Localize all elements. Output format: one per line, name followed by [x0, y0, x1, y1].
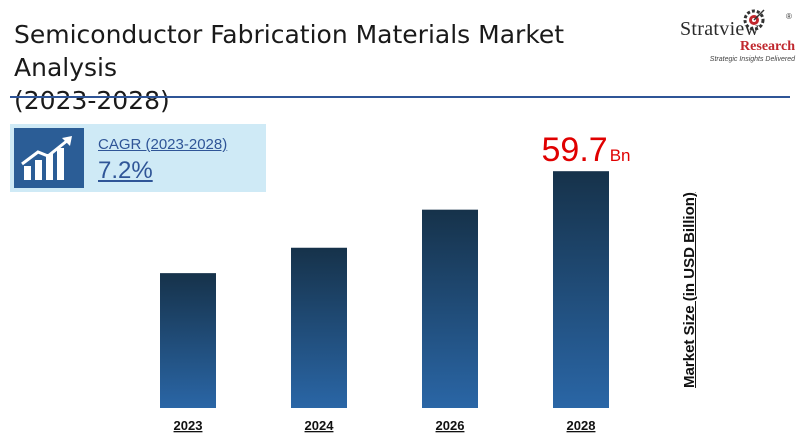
- y-axis-label: Market Size (in USD Billion): [681, 192, 698, 388]
- growth-chart-icon: [14, 128, 84, 188]
- logo-brand: Stratview: [680, 18, 760, 40]
- cagr-value: 7.2%: [98, 157, 153, 184]
- x-tick-label: 2026: [436, 418, 465, 433]
- logo-registered-mark: ®: [786, 12, 792, 21]
- data-label: 59.7 Bn: [542, 131, 631, 169]
- x-tick-label: 2023: [174, 418, 203, 433]
- gear-target-icon: [743, 9, 765, 31]
- bar-2028: [553, 171, 609, 408]
- header-divider: [10, 96, 790, 98]
- bar-2026: [422, 209, 478, 408]
- chart-title-line2: (2023-2028): [14, 86, 170, 115]
- logo-research: Research: [740, 39, 795, 54]
- x-tick-label: 2024: [305, 418, 335, 433]
- stratview-logo: Stratview ® Research Strategic Insights …: [680, 6, 795, 68]
- bar-2023: [160, 273, 216, 408]
- cagr-panel: CAGR (2023-2028) 7.2%: [10, 124, 266, 192]
- x-tick-label: 2028: [567, 418, 596, 433]
- bar-2024: [291, 247, 347, 408]
- logo-tagline: Strategic Insights Delivered: [709, 56, 795, 63]
- chart-title-line1: Semiconductor Fabrication Materials Mark…: [14, 20, 565, 82]
- cagr-label: CAGR (2023-2028): [98, 136, 228, 153]
- chart-title: Semiconductor Fabrication Materials Mark…: [14, 18, 654, 117]
